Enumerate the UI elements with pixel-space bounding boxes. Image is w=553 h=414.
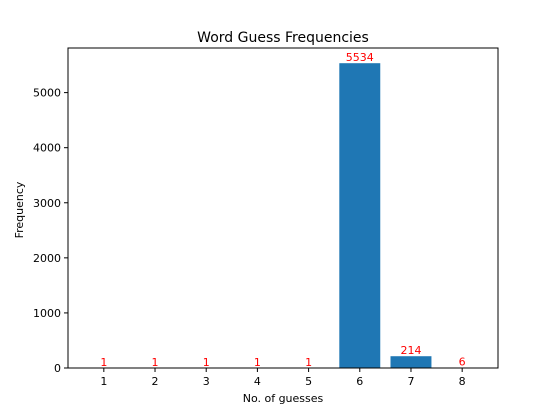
plot-frame: [67, 47, 499, 369]
y-axis: 0 1000 2000 3000 4000 5000: [33, 87, 68, 375]
data-label-4: 1: [254, 356, 261, 369]
x-axis-label: No. of guesses: [243, 392, 324, 405]
x-tick-label-2: 2: [152, 375, 159, 388]
y-tick-label-4000: 4000: [33, 142, 61, 155]
x-tick-label-5: 5: [305, 375, 312, 388]
x-tick-label-6: 6: [356, 375, 363, 388]
x-tick-label-1: 1: [100, 375, 107, 388]
x-tick-label-3: 3: [203, 375, 210, 388]
data-labels-layer: 1 1 1 1 1 5534 214 6: [100, 51, 465, 369]
bars-layer: [83, 63, 483, 368]
data-label-3: 1: [203, 356, 210, 369]
data-label-5: 1: [305, 356, 312, 369]
x-tick-label-4: 4: [254, 375, 261, 388]
bar-6: [339, 63, 381, 368]
x-tick-label-7: 7: [407, 375, 414, 388]
y-tick-label-5000: 5000: [33, 87, 61, 100]
y-tick-label-3000: 3000: [33, 197, 61, 210]
y-axis-label: Frequency: [13, 181, 26, 238]
y-tick-label-1000: 1000: [33, 307, 61, 320]
data-label-6: 5534: [346, 51, 374, 64]
data-label-8: 6: [459, 356, 466, 369]
bar-7: [390, 356, 432, 368]
chart-title: Word Guess Frequencies: [197, 30, 369, 46]
data-label-2: 1: [152, 356, 159, 369]
y-tick-label-2000: 2000: [33, 252, 61, 265]
x-axis: 1 2 3 4 5 6 7 8: [100, 368, 466, 388]
data-label-1: 1: [100, 356, 107, 369]
x-tick-label-8: 8: [459, 375, 466, 388]
data-label-7: 214: [400, 344, 421, 357]
y-tick-label-0: 0: [54, 362, 61, 375]
